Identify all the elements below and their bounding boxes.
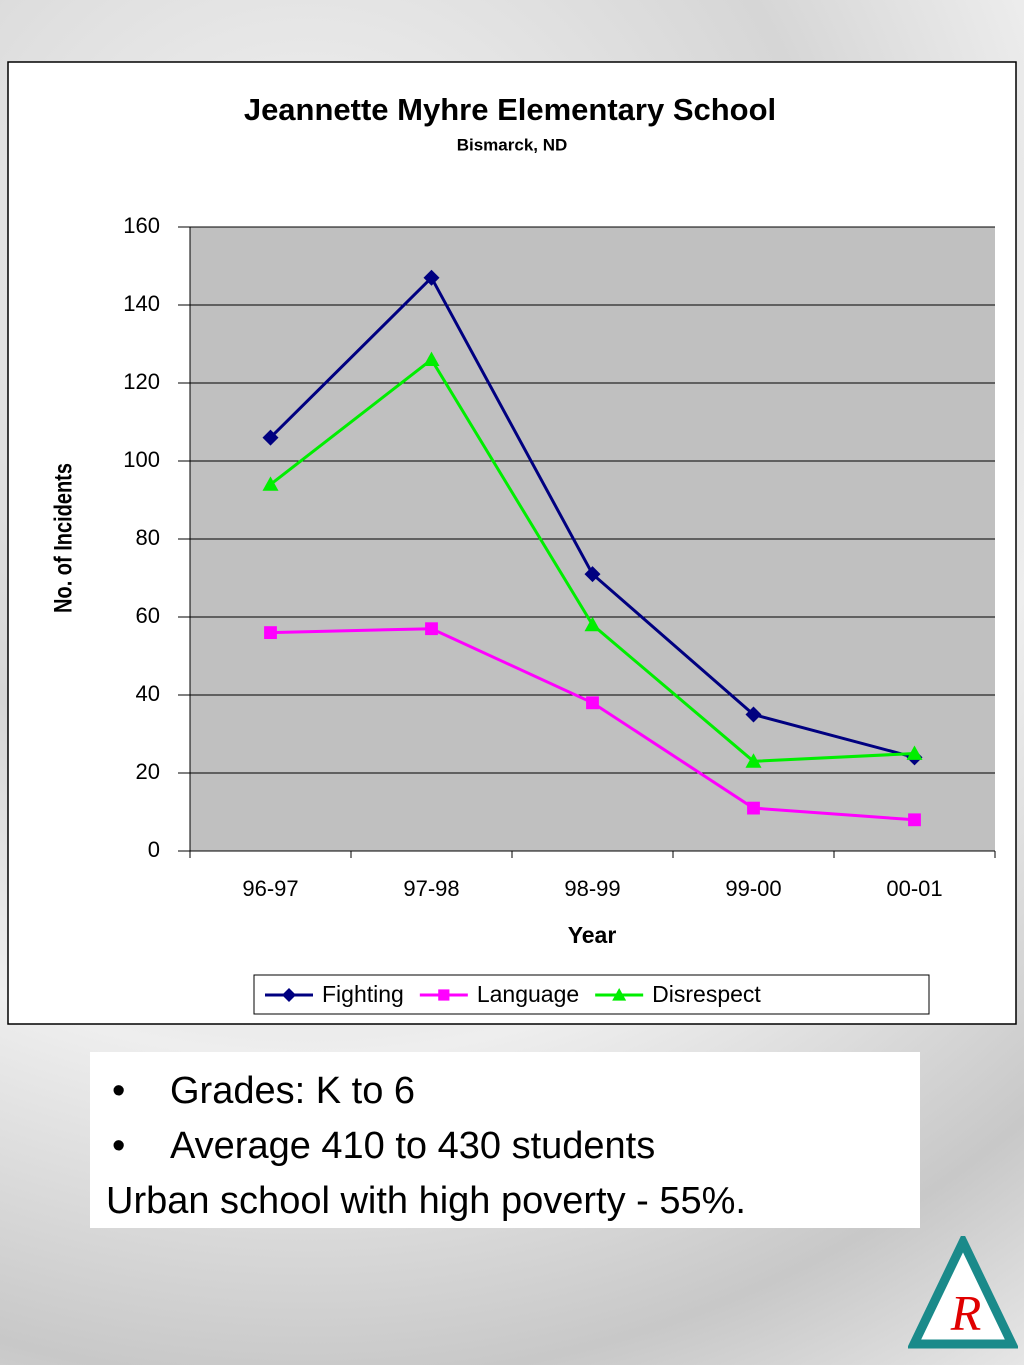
marker: [282, 988, 296, 1002]
marker: [262, 429, 279, 446]
chart: Jeannette Myhre Elementary School Bismar…: [7, 61, 1017, 1025]
y-tick-label: 80: [136, 525, 160, 550]
marker: [586, 696, 599, 710]
legend-label: Fighting: [322, 981, 404, 1007]
bullet-list: Grades: K to 6 Average 410 to 430 studen…: [106, 1064, 904, 1174]
logo: R: [908, 1236, 1018, 1349]
marker: [745, 753, 762, 768]
notes-box: Grades: K to 6 Average 410 to 430 studen…: [90, 1052, 920, 1228]
marker: [423, 269, 440, 286]
bullet: Average 410 to 430 students: [112, 1119, 904, 1174]
chart-title: Jeannette Myhre Elementary School: [244, 92, 776, 127]
y-tick-label: 20: [136, 759, 160, 784]
marker: [425, 622, 438, 636]
marker: [262, 476, 279, 491]
x-tick-label: 96-97: [242, 876, 298, 901]
legend-label: Disrespect: [652, 981, 761, 1007]
x-tick-label: 99-00: [725, 876, 781, 901]
y-tick-label: 140: [123, 291, 160, 316]
logo-triangle: [908, 1236, 1018, 1349]
y-tick-label: 100: [123, 447, 160, 472]
marker: [745, 706, 762, 723]
y-tick-label: 120: [123, 369, 160, 394]
bullet: Grades: K to 6: [112, 1064, 904, 1119]
note-text: Urban school with high poverty - 55%.: [106, 1180, 746, 1222]
marker: [264, 626, 277, 639]
y-axis-label: No. of Incidents: [50, 463, 78, 613]
marker: [438, 989, 450, 1001]
marker: [908, 813, 921, 827]
x-tick-label: 97-98: [403, 876, 459, 901]
marker: [584, 566, 601, 583]
legend: [253, 974, 930, 1015]
logo-letter: R: [950, 1284, 982, 1340]
y-tick-label: 160: [123, 213, 160, 238]
legend-label: Language: [477, 981, 579, 1007]
marker: [612, 988, 627, 1001]
y-tick-label: 60: [136, 603, 160, 628]
x-axis-label: Year: [568, 922, 617, 948]
marker: [423, 351, 440, 366]
marker: [906, 745, 923, 760]
marker: [747, 801, 760, 815]
chart-subtitle: Bismarck, ND: [457, 135, 568, 154]
x-tick-label: 98-99: [564, 876, 620, 901]
x-tick-label: 00-01: [886, 876, 942, 901]
marker: [584, 616, 601, 632]
y-tick-label: 40: [136, 681, 160, 706]
y-tick-label: 0: [148, 837, 160, 862]
